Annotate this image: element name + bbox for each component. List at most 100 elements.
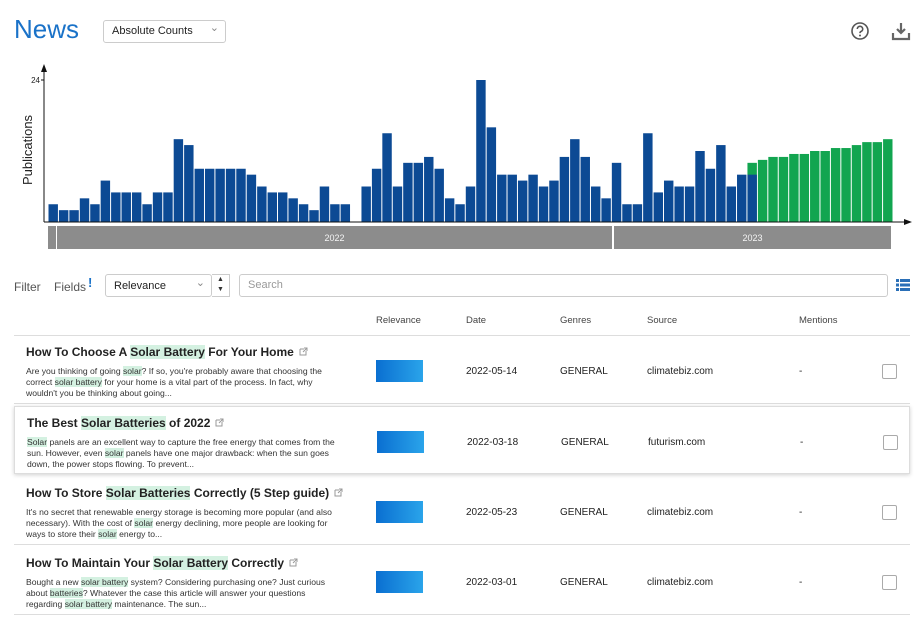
- timeline-segment: [48, 226, 56, 249]
- source-cell: climatebiz.com: [647, 507, 714, 518]
- text-segment: energy to...: [116, 529, 163, 539]
- filter-label[interactable]: Filter: [14, 280, 41, 294]
- bar: [194, 168, 204, 222]
- mentions-cell: -: [799, 577, 803, 588]
- text-segment: system? Considering purchasing one? Just…: [26, 577, 326, 598]
- result-row[interactable]: How To Store Solar Batteries Correctly (…: [14, 477, 910, 545]
- column-header: Date: [466, 315, 487, 326]
- bar: [267, 192, 278, 222]
- bar: [58, 210, 69, 222]
- bar: [611, 162, 622, 222]
- mentions-cell: -: [799, 366, 803, 377]
- bar: [371, 168, 382, 222]
- highlight: Solar Batteries: [105, 486, 191, 500]
- relevance-bar: [376, 501, 423, 523]
- select-checkbox[interactable]: [882, 575, 897, 590]
- highlight: batteries: [49, 588, 83, 598]
- bar: [69, 210, 79, 222]
- bar: [392, 186, 403, 222]
- download-icon[interactable]: [891, 21, 911, 41]
- bar: [716, 145, 726, 222]
- bar: [225, 168, 236, 222]
- list-view-icon[interactable]: [896, 279, 910, 291]
- bar: [507, 174, 517, 222]
- bar: [851, 145, 862, 222]
- bar: [872, 142, 883, 222]
- bar: [100, 180, 111, 222]
- text-segment: ? If so, you're probably aware that choo…: [26, 366, 322, 387]
- text-segment: Correctly (5 Step guide): [190, 486, 330, 500]
- bar: [278, 192, 288, 222]
- highlight: solar: [134, 518, 154, 528]
- bar: [79, 198, 90, 222]
- mentions-cell: -: [800, 437, 804, 448]
- column-header: Genres: [560, 315, 592, 326]
- bar: [257, 186, 267, 222]
- highlight: solar: [104, 448, 124, 458]
- bar: [632, 204, 643, 222]
- bar: [455, 204, 465, 222]
- fields-label[interactable]: Fields: [54, 280, 87, 294]
- bar: [424, 156, 434, 222]
- bar: [288, 198, 298, 222]
- bar: [663, 180, 674, 222]
- bar: [465, 186, 476, 222]
- highlight: Solar Batteries: [81, 416, 166, 430]
- bar: [778, 156, 789, 222]
- timeline-segment: [57, 226, 612, 249]
- result-row[interactable]: How To Choose A Solar Battery For Your H…: [14, 336, 910, 404]
- sort-order[interactable]: ▲ ▼: [212, 274, 230, 297]
- select-checkbox[interactable]: [882, 505, 897, 520]
- bar: [528, 174, 538, 222]
- bar: [330, 204, 340, 222]
- text-segment: for your home is a vital part of the pro…: [26, 377, 313, 398]
- bar: [163, 192, 173, 222]
- bar: [246, 174, 257, 222]
- relevance-bar: [376, 360, 423, 382]
- sort-select[interactable]: Relevance: [105, 272, 212, 297]
- date-cell: 2022-05-14: [466, 366, 518, 377]
- bar: [131, 192, 142, 222]
- timeline-label: 2022: [324, 233, 344, 243]
- bar: [726, 186, 737, 222]
- x-axis-arrow: [904, 219, 912, 225]
- bar: [674, 186, 684, 222]
- select-checkbox[interactable]: [882, 364, 897, 379]
- text-segment: Correctly: [228, 556, 285, 570]
- bar: [444, 198, 455, 222]
- external-link-icon: [299, 347, 308, 359]
- date-cell: 2022-03-01: [466, 577, 518, 588]
- y-axis-label: Publications: [20, 114, 35, 185]
- select-checkbox[interactable]: [883, 435, 898, 450]
- result-row[interactable]: How To Maintain Your Solar Battery Corre…: [14, 547, 910, 615]
- timeline-label: 2023: [742, 233, 762, 243]
- result-row[interactable]: The Best Solar Batteries of 2022 Solar pa…: [14, 406, 910, 474]
- bar: [215, 168, 225, 222]
- search-box[interactable]: Search: [239, 274, 888, 297]
- source-cell: futurism.com: [648, 437, 706, 448]
- text-segment: It's no secret that renewable energy sto…: [26, 507, 332, 528]
- bar: [810, 151, 820, 222]
- text-segment: How To Choose A: [26, 345, 131, 359]
- source-cell: climatebiz.com: [647, 366, 714, 377]
- bar: [653, 192, 663, 222]
- result-title: The Best Solar Batteries of 2022: [27, 416, 224, 430]
- bar: [184, 145, 194, 222]
- bar: [768, 156, 778, 222]
- text-segment: Bought a new: [26, 577, 81, 587]
- help-icon[interactable]: [850, 21, 870, 41]
- bar: [695, 151, 705, 222]
- mode-select[interactable]: Absolute Counts: [103, 18, 226, 43]
- bar: [111, 192, 121, 222]
- text-segment: ? Whatever the case this article will an…: [26, 588, 306, 609]
- result-title: How To Choose A Solar Battery For Your H…: [26, 345, 308, 359]
- timeline-segment: [614, 226, 891, 249]
- bar: [517, 180, 528, 222]
- column-header: Mentions: [799, 315, 838, 326]
- external-link-icon: [334, 488, 343, 500]
- bar: [747, 174, 757, 222]
- bar: [799, 153, 810, 222]
- bar: [403, 162, 413, 222]
- bar: [298, 204, 309, 222]
